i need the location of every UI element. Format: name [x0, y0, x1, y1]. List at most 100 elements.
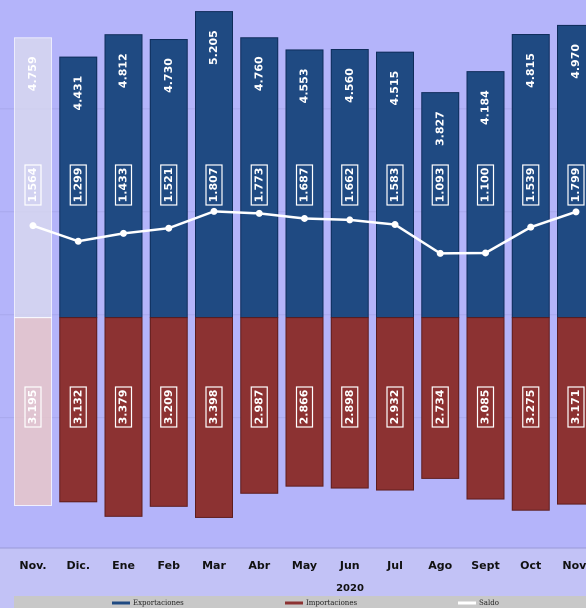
saldo-point: [527, 223, 535, 231]
x-tick-label: Dic.: [66, 559, 90, 572]
data-label: 1.687: [298, 168, 311, 203]
label-box: [69, 164, 87, 206]
x-tick-label: Sept: [471, 559, 500, 572]
import-bar: [240, 317, 279, 494]
x-tick-label: Jun: [339, 559, 360, 572]
export-bar: [240, 37, 279, 319]
data-label: 4.759: [26, 56, 39, 91]
data-label: 1.662: [343, 168, 356, 203]
label-box: [386, 164, 404, 206]
data-label: 4.431: [71, 76, 84, 111]
data-label: 1.799: [569, 168, 582, 203]
saldo-point: [346, 216, 354, 224]
export-bar: [330, 49, 369, 319]
label-box: [205, 164, 223, 206]
saldo-point: [301, 214, 308, 222]
data-label: 4.730: [162, 58, 175, 93]
data-label: 3.209: [162, 390, 175, 425]
saldo-point: [29, 222, 37, 230]
data-label: 3.085: [479, 390, 492, 425]
x-tick-label: Oct: [520, 559, 541, 572]
import-bar: [376, 317, 414, 491]
data-label: 4.560: [343, 68, 356, 103]
import-bar: [104, 317, 143, 517]
data-label: 2.898: [343, 390, 356, 425]
import-bar: [330, 317, 369, 489]
data-label: 3.398: [207, 390, 220, 425]
x-tick-label: Mar: [202, 559, 226, 572]
label-box: [205, 386, 223, 428]
data-label: 1.299: [71, 168, 84, 203]
label-box: [114, 164, 133, 206]
data-label: 4.812: [117, 53, 130, 88]
label-box: [431, 164, 449, 206]
data-label: 3.379: [117, 390, 130, 425]
label-box: [341, 386, 359, 428]
x-tick-label: Feb: [158, 559, 181, 572]
data-label: 1.773: [252, 168, 265, 203]
data-label: 3.132: [71, 390, 84, 425]
import-bar: [421, 317, 460, 479]
data-label: 1.521: [162, 168, 175, 203]
import-bar: [285, 317, 324, 487]
data-label: 1.583: [388, 168, 401, 203]
import-bar: [511, 317, 550, 511]
data-label: 2.734: [433, 389, 446, 424]
export-bar: [59, 56, 98, 319]
x-tick-label: Jul: [386, 559, 403, 572]
data-label: 4.553: [298, 69, 311, 104]
data-label: 1.807: [207, 168, 220, 203]
data-label: 1.433: [117, 168, 130, 203]
label-box: [567, 386, 585, 428]
label-box: [24, 164, 42, 206]
x-tick-label: Ago: [428, 559, 452, 572]
x-tick-label: Nov.: [562, 559, 586, 572]
label-box: [341, 164, 359, 206]
data-label: 4.515: [388, 71, 401, 106]
data-label: 3.171: [569, 390, 582, 425]
x-tick-label: May: [292, 559, 317, 572]
import-bar: [14, 317, 52, 507]
saldo-point: [572, 208, 580, 216]
export-bar: [149, 39, 188, 319]
data-label: 1.564: [26, 167, 39, 202]
label-box: [250, 164, 268, 206]
label-box: [24, 386, 42, 428]
data-label: 1.100: [479, 167, 492, 202]
data-label: 4.815: [524, 53, 537, 88]
import-bar: [466, 317, 505, 500]
data-label: 5.205: [207, 30, 220, 65]
data-label: 2.866: [298, 389, 311, 424]
x-tick-label: Abr: [248, 559, 270, 572]
import-bar: [557, 317, 586, 505]
saldo-point: [210, 207, 218, 215]
data-label: 1.539: [524, 168, 537, 203]
x-tick-label: Nov.: [19, 559, 46, 572]
legend-label: Saldo: [479, 599, 499, 607]
label-box: [295, 386, 314, 428]
label-box: [431, 386, 449, 428]
data-label: 3.827: [433, 111, 446, 146]
label-box: [522, 164, 540, 206]
label-box: [522, 386, 540, 428]
data-label: 4.184: [479, 90, 492, 125]
legend-label: Exportaciones: [133, 599, 184, 607]
legend-label: Importaciones: [306, 599, 357, 607]
import-bar: [149, 317, 188, 507]
data-label: 4.970: [569, 44, 582, 79]
export-bar: [285, 49, 324, 319]
label-box: [69, 386, 87, 428]
saldo-point: [255, 209, 263, 217]
label-box: [295, 164, 314, 206]
saldo-point: [74, 237, 82, 245]
x-axis-label: 2020: [336, 583, 364, 594]
label-box: [114, 386, 133, 428]
label-box: [160, 164, 178, 206]
data-label: 2.987: [252, 390, 265, 425]
x-tick-label: Ene: [112, 559, 135, 572]
saldo-point: [436, 249, 444, 257]
label-box: [476, 386, 495, 428]
import-bar: [59, 317, 98, 503]
import-bar: [195, 317, 233, 518]
